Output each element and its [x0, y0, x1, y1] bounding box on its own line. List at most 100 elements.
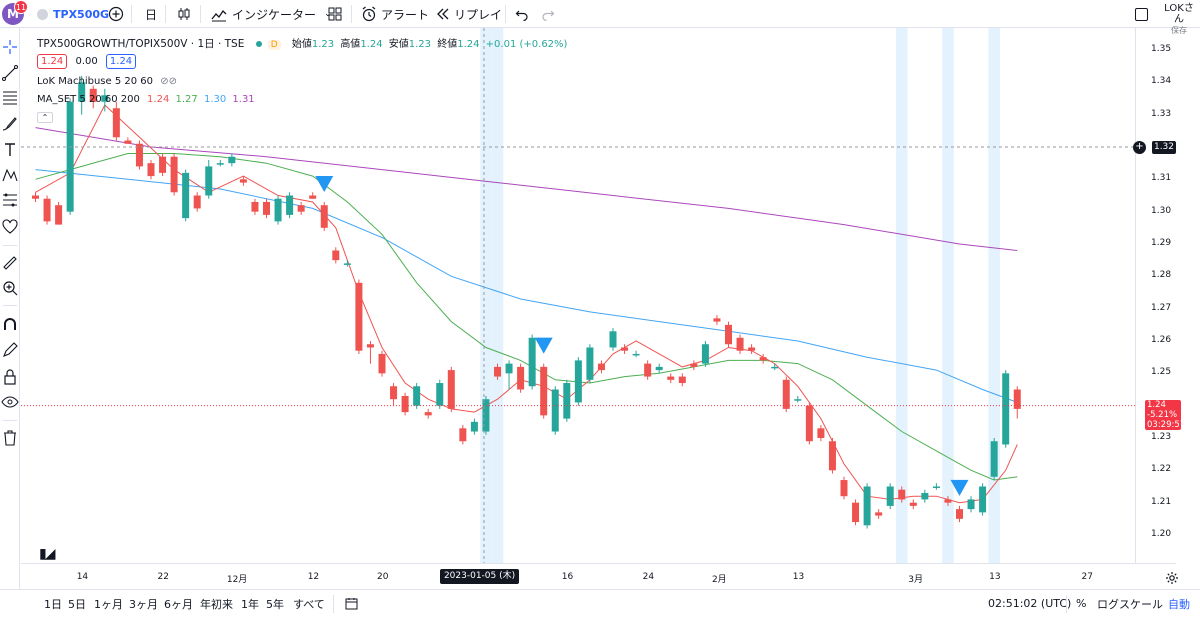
signal-layer	[315, 175, 969, 496]
divider	[3, 245, 17, 246]
percent-scale-toggle[interactable]: %	[1076, 590, 1086, 617]
price-tick: 1.29	[1151, 238, 1172, 248]
range-3m[interactable]: 3ヶ月	[129, 590, 158, 617]
symbol-search[interactable]: TPX500G	[37, 0, 109, 28]
candle-body	[43, 198, 51, 222]
range-5d[interactable]: 5日	[68, 590, 86, 617]
sell-button[interactable]: 1.24	[37, 54, 68, 69]
crosshair-icon[interactable]	[1, 38, 19, 56]
candle-body	[55, 205, 63, 225]
moving-average-layer	[35, 104, 1018, 504]
price-chart[interactable]	[21, 28, 1176, 588]
plus-circle-icon	[108, 6, 124, 22]
top-toolbar: M 11 TPX500G 日 インジケーター ⌄ アラート リプレイ LOKさん	[0, 0, 1200, 35]
add-alert-icon[interactable]: +	[1133, 140, 1146, 154]
indicator-name: MA_SET 5 20 60 200	[37, 94, 140, 105]
range-1m[interactable]: 1ヶ月	[94, 590, 123, 617]
price-axis[interactable]	[1135, 28, 1176, 563]
eye-icon[interactable]	[1, 393, 19, 411]
time-label: 22	[157, 572, 169, 582]
candlestick-layer	[32, 75, 1021, 529]
undo-button[interactable]	[515, 0, 529, 28]
candle-body	[701, 344, 709, 364]
replay-button[interactable]: リプレイ	[436, 0, 502, 28]
magnet-icon[interactable]	[1, 316, 19, 334]
layout-button[interactable]	[1135, 0, 1148, 28]
candle-body	[1002, 373, 1010, 445]
candle-body	[228, 156, 236, 164]
redo-button[interactable]	[541, 0, 555, 28]
indicator-legend-1[interactable]: LoK Machibuse 5 20 60 ⊘⊘	[37, 76, 177, 87]
price-tick: 1.22	[1151, 464, 1172, 475]
goto-date-button[interactable]	[345, 590, 358, 617]
range-6m[interactable]: 6ヶ月	[164, 590, 193, 617]
hide-icon[interactable]: ⊘⊘	[160, 76, 177, 87]
ruler-icon[interactable]	[1, 254, 19, 272]
compare-button[interactable]	[108, 0, 124, 28]
clock-display[interactable]: 02:51:02 (UTC)	[988, 590, 1071, 617]
close-value: 1.24	[457, 39, 480, 50]
indicator-legend-2[interactable]: MA_SET 5 20 60 200 1.24 1.27 1.30 1.31	[37, 94, 255, 105]
range-1d[interactable]: 1日	[44, 590, 62, 617]
brush-icon[interactable]	[1, 115, 19, 133]
indicators-button[interactable]: インジケーター ⌄	[210, 0, 332, 28]
text-icon[interactable]	[1, 141, 19, 159]
drawing-toolbar	[0, 28, 20, 616]
time-label: 13	[792, 572, 805, 582]
lock-icon[interactable]	[1, 368, 19, 386]
range-all[interactable]: すべて	[293, 590, 325, 617]
candle-body	[193, 195, 201, 209]
pencil-lock-icon[interactable]	[1, 341, 19, 359]
time-label: 14	[76, 572, 89, 582]
chart-area[interactable]: TPX500GROWTH/TOPIX500V · 1日 · TSE D 始値1.…	[21, 28, 1185, 588]
divider	[3, 305, 17, 306]
price-tick: 1.31	[1151, 173, 1172, 184]
collapse-legend-button[interactable]: ⌃	[37, 112, 53, 123]
highlight-band	[988, 28, 1000, 563]
range-5y[interactable]: 5年	[266, 590, 284, 617]
alert-button[interactable]: アラート	[361, 0, 429, 28]
candle-body	[909, 502, 917, 506]
log-scale-toggle[interactable]: ログスケール	[1097, 590, 1163, 617]
time-label: 13	[989, 572, 1001, 582]
save-label: 保存	[1171, 26, 1187, 35]
candle-body	[667, 376, 675, 380]
prediction-icon[interactable]	[1, 191, 19, 209]
trend-line-icon[interactable]	[1, 64, 19, 82]
bottom-toolbar: 1日 5日 1ヶ月 3ヶ月 6ヶ月 年初来 1年 5年 すべて 02:51:02…	[0, 589, 1200, 616]
candle-body	[401, 395, 409, 413]
candle-body	[1013, 389, 1021, 409]
templates-button[interactable]	[328, 0, 342, 28]
tradingview-logo[interactable]: ▮◢	[39, 546, 56, 562]
range-label: 3ヶ月	[129, 597, 158, 611]
alert-label: アラート	[381, 7, 430, 22]
pattern-icon[interactable]	[1, 166, 19, 184]
time-label: 20	[377, 572, 389, 582]
zoom-in-icon[interactable]	[1, 279, 19, 297]
buy-button[interactable]: 1.24	[105, 54, 137, 69]
chart-type-button[interactable]	[176, 0, 192, 28]
auto-scale-toggle[interactable]: 自動	[1168, 590, 1190, 617]
candle-body	[782, 379, 790, 409]
ma60-line	[35, 169, 1018, 403]
fib-retracement-icon[interactable]	[1, 88, 19, 106]
crosshair-date-label: 2023-01-05 (木)	[439, 569, 520, 584]
candle-body	[378, 353, 386, 374]
candle-body	[170, 156, 178, 193]
time-label: 27	[1081, 572, 1093, 582]
price-tick: 1.25	[1151, 367, 1172, 378]
interval-button[interactable]: 日	[145, 0, 157, 28]
save-layout-button[interactable]: LOKさん 保存	[1160, 3, 1198, 36]
rewind-icon	[437, 8, 449, 20]
high-value: 1.24	[360, 39, 383, 50]
symbol-legend[interactable]: TPX500GROWTH/TOPIX500V · 1日 · TSE D 始値1.…	[37, 35, 567, 51]
trash-icon[interactable]	[1, 429, 19, 447]
range-ytd[interactable]: 年初来	[200, 590, 233, 617]
price-tick: 1.30	[1151, 205, 1172, 216]
candle-body	[366, 344, 374, 348]
clock-time: 02:51:02 (UTC)	[988, 597, 1072, 610]
range-1y[interactable]: 1年	[241, 590, 259, 617]
settings-gear-icon[interactable]	[1165, 571, 1179, 585]
heart-icon[interactable]	[1, 218, 19, 236]
time-axis[interactable]	[21, 563, 1176, 588]
